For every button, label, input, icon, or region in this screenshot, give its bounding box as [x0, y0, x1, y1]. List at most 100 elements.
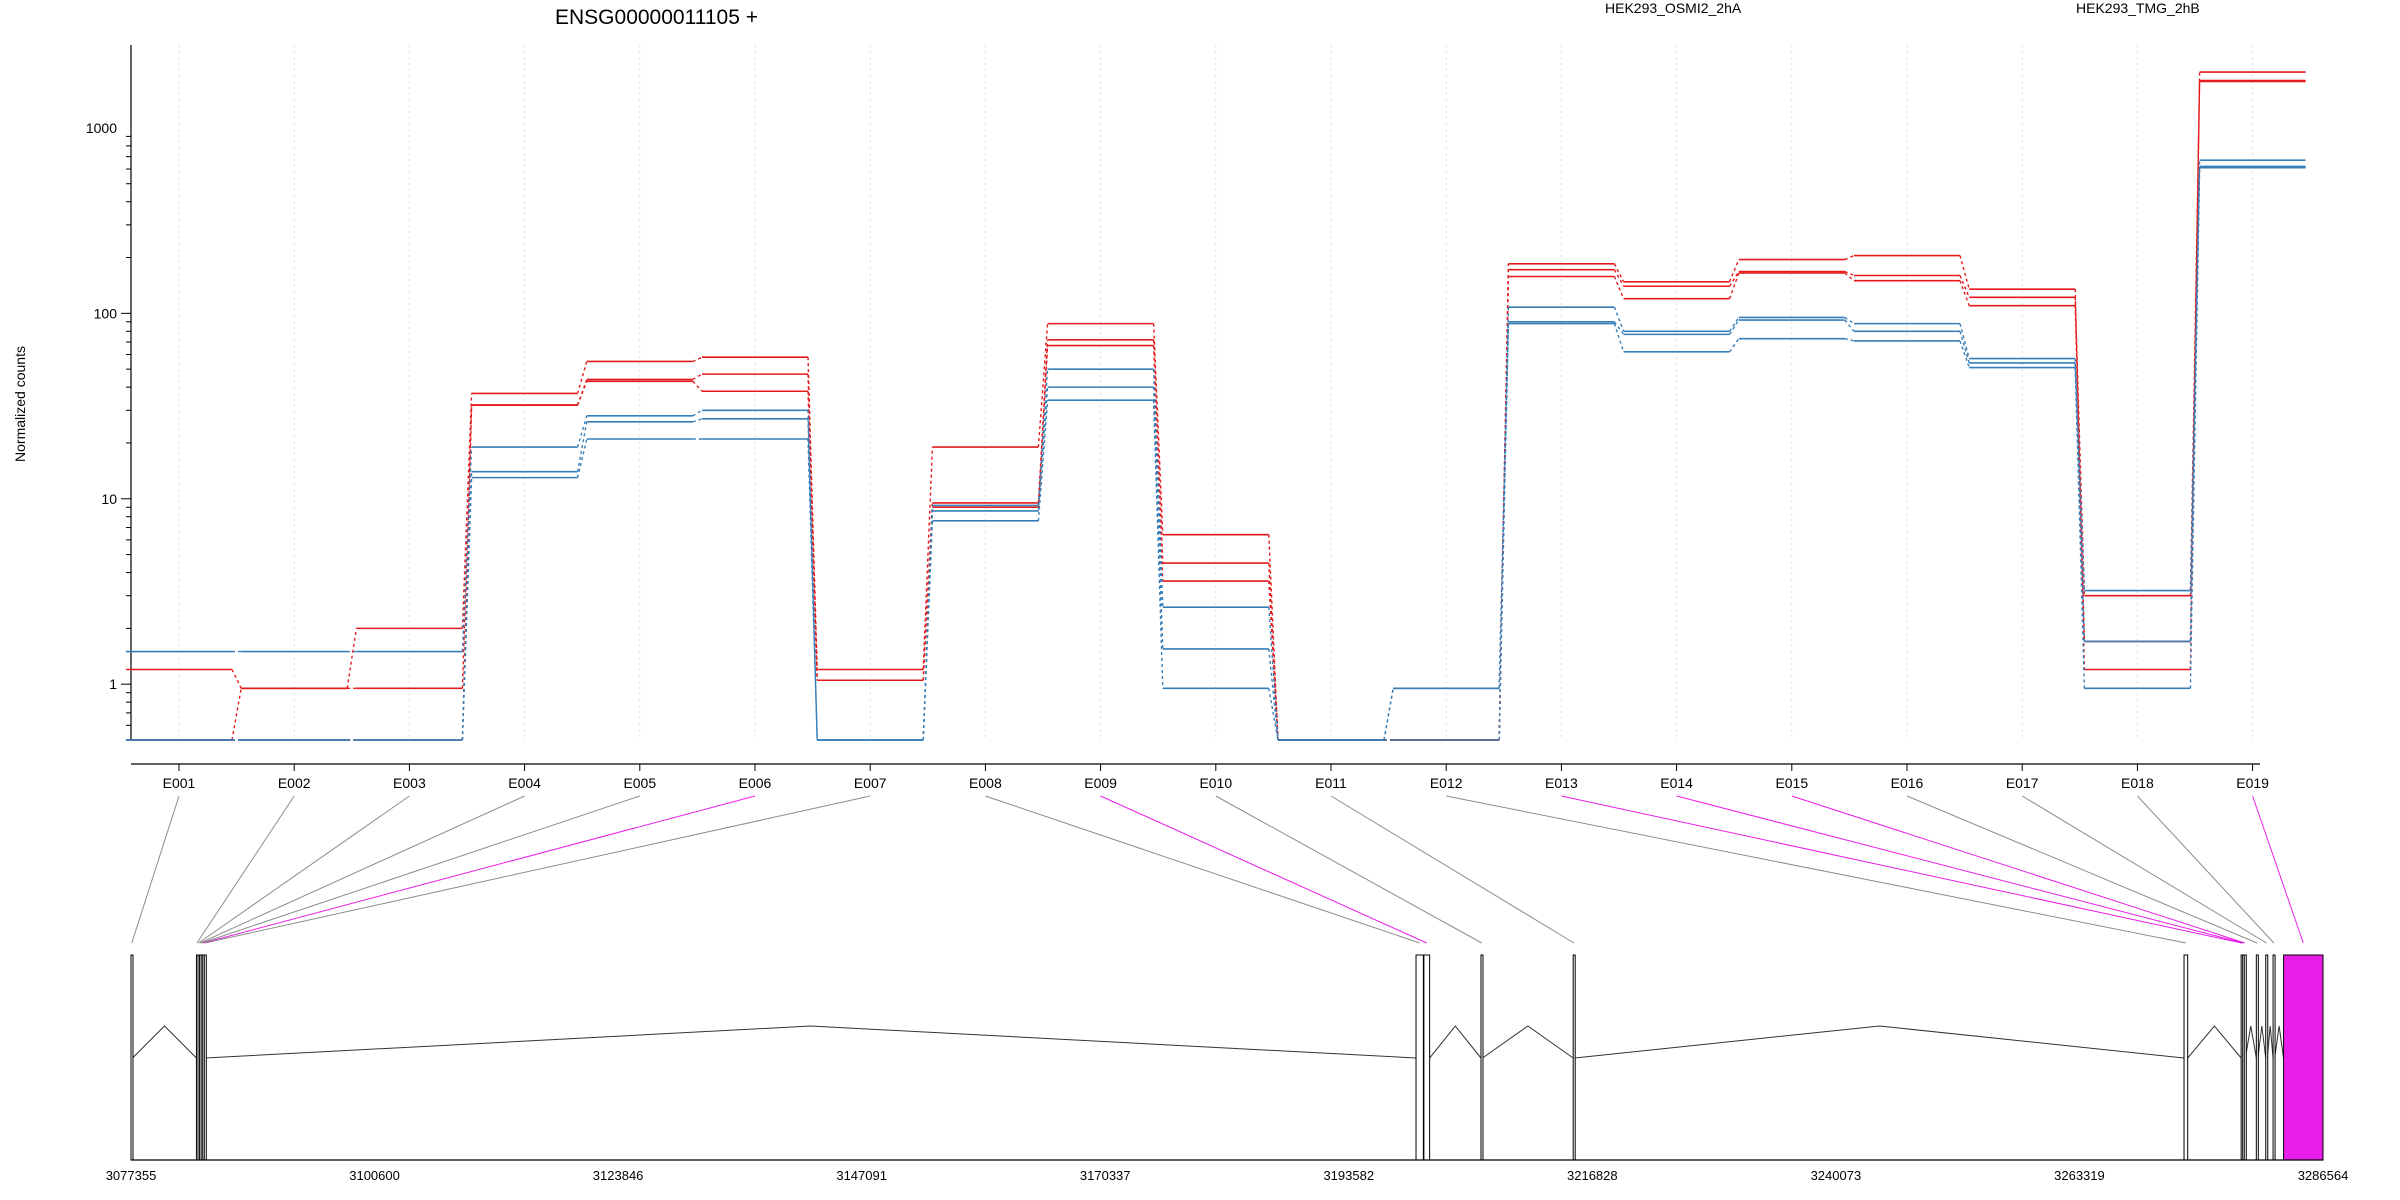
series-connector [2074, 362, 2086, 642]
x-tick-label: E007 [854, 775, 887, 791]
series-connector [1729, 319, 1740, 335]
series-connector [807, 438, 818, 741]
exon-box [2243, 954, 2247, 1161]
x-tick-label: E017 [2006, 775, 2039, 791]
series-connector [692, 373, 703, 381]
series-connector [2074, 305, 2086, 642]
series-connector [1844, 319, 1855, 332]
bin-connector [1100, 795, 1427, 944]
x-tick-label: E010 [1199, 775, 1232, 791]
x-tick-label: E002 [278, 775, 311, 791]
coord-tick-label: 3147091 [836, 1168, 887, 1183]
series-connector [1844, 337, 1855, 342]
intron-line [2257, 1025, 2267, 1059]
series-connector [576, 438, 588, 478]
intron-line [2187, 1025, 2242, 1059]
x-tick-label: E011 [1315, 775, 1347, 791]
series-connector [1959, 255, 1970, 290]
series-connector [1152, 369, 1164, 608]
coord-tick-label: 3077355 [106, 1168, 157, 1183]
bin-connector [1906, 795, 2258, 944]
series-connector [1268, 607, 1279, 741]
series-connector [1152, 323, 1164, 535]
grid-lines [178, 45, 2254, 740]
x-tick-label: E008 [969, 775, 1002, 791]
series-connector [922, 520, 934, 741]
series-connector [922, 447, 934, 670]
y-tick-label: 1000 [86, 120, 117, 136]
bin-connector [2137, 795, 2275, 944]
x-tick-label: E015 [1775, 775, 1808, 791]
coord-tick-label: 3193582 [1323, 1168, 1374, 1183]
series-connector [692, 356, 703, 363]
series-connector [1844, 254, 1855, 261]
bin-connector [1561, 795, 2242, 944]
series-connector [1844, 272, 1855, 282]
series-connector [1728, 272, 1740, 299]
exon-box [1415, 954, 1424, 1161]
series-connector [1268, 580, 1279, 741]
intron-line [2244, 1025, 2257, 1059]
gene-model [130, 954, 2324, 1161]
exon-box [2272, 954, 2276, 1161]
exon-box [1423, 954, 1431, 1161]
x-tick-label: E016 [1891, 775, 1924, 791]
series-connector [1613, 276, 1625, 299]
series-connector [576, 361, 588, 394]
series-connector [1613, 321, 1625, 335]
x-tick-label: E014 [1660, 775, 1693, 791]
exon-box [203, 954, 207, 1161]
y-tick-label: 100 [94, 305, 118, 321]
x-tick-label: E019 [2236, 775, 2269, 791]
intron-line [2266, 1025, 2274, 1059]
series-connector [1959, 323, 1970, 359]
intron-line [2274, 1025, 2285, 1059]
series-connector [807, 391, 818, 681]
series-connector [1729, 338, 1740, 353]
series-lines [126, 71, 2306, 741]
x-tick-label: E004 [508, 775, 541, 791]
intron-line [205, 1025, 1417, 1059]
x-tick-label: E013 [1545, 775, 1578, 791]
series-connector [1152, 339, 1164, 564]
exon-box [2255, 954, 2259, 1161]
series-connector [1729, 317, 1740, 332]
series-connector [1729, 271, 1740, 287]
legend-tmg: HEK293_TMG_2hB [2076, 0, 2200, 16]
bin-connector [203, 795, 756, 944]
exon-box [1480, 954, 1484, 1161]
x-tick-label: E001 [163, 775, 196, 791]
x-tick-label: E018 [2121, 775, 2154, 791]
x-tick-label: E003 [393, 775, 426, 791]
series-connector [1037, 323, 1049, 448]
series-connector [1037, 369, 1049, 506]
x-tick-label: E006 [739, 775, 772, 791]
series-connector [2189, 167, 2201, 689]
bin-connector [131, 795, 180, 944]
series-connector [2074, 367, 2086, 689]
coord-tick-label: 3263319 [2054, 1168, 2105, 1183]
series-connector [1268, 534, 1279, 741]
series-connector [1037, 387, 1049, 511]
y-tick-label: 10 [101, 491, 117, 507]
series-connector [1613, 323, 1625, 353]
series-connector [576, 381, 588, 406]
bin-connector [196, 795, 295, 944]
bin-connector [1676, 795, 2244, 944]
series-connector [1959, 331, 1970, 364]
bin-connector [201, 795, 640, 944]
series-connector [1844, 316, 1855, 325]
series-connector [692, 380, 703, 392]
series-connector [1959, 340, 1970, 368]
intron-line [132, 1025, 197, 1059]
series-connector [1613, 269, 1625, 287]
series-connector [1959, 275, 1970, 298]
exon-box [1572, 954, 1576, 1161]
series-connector [1613, 306, 1625, 332]
series-connector [1959, 280, 1970, 306]
coord-tick-label: 3286564 [2298, 1168, 2349, 1183]
intron-line [1482, 1025, 1574, 1059]
bin-connector [198, 795, 410, 944]
series-connector [346, 628, 358, 689]
